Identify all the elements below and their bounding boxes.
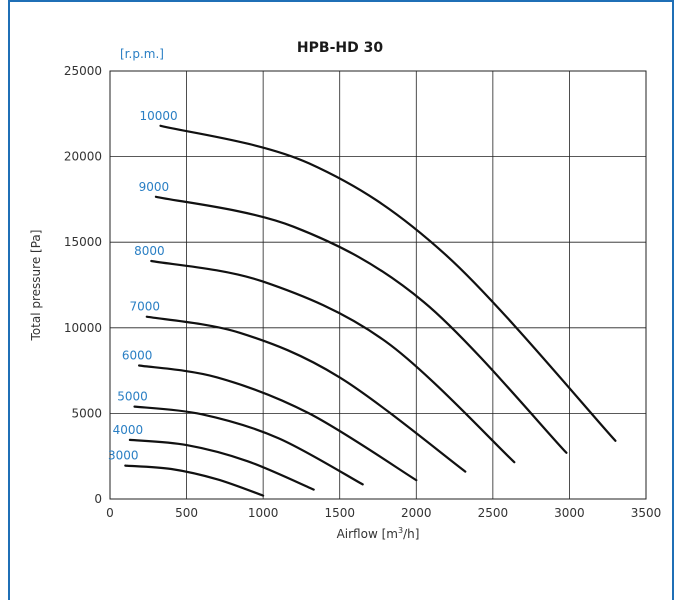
y-axis-label: Total pressure [Pa]: [29, 230, 43, 342]
x-axis-label: Airflow [m3/h]: [337, 526, 420, 541]
y-tick-label: 5000: [71, 406, 102, 420]
rpm-curve-labels: 3000 4000 5000 6000 7000 8000 9000 10000: [108, 109, 178, 463]
y-tick-label: 20000: [64, 150, 102, 164]
x-tick-label: 2000: [401, 506, 432, 520]
rpm-label-9000: 9000: [139, 180, 170, 194]
rpm-label-10000: 10000: [139, 109, 177, 123]
rpm-curve-5000: [133, 405, 364, 486]
x-axis-ticks: 0 500 1000 1500 2000 2500 3000 3500: [106, 506, 661, 520]
y-tick-label: 10000: [64, 321, 102, 335]
x-tick-label: 2500: [478, 506, 509, 520]
plot-area-border: [109, 70, 647, 500]
grid-lines: [110, 71, 646, 499]
rpm-label-8000: 8000: [134, 244, 165, 258]
y-tick-label: 0: [94, 492, 102, 506]
rpm-label-6000: 6000: [122, 348, 153, 362]
chart-title: HPB-HD 30: [297, 40, 383, 56]
rpm-unit-label: [r.p.m.]: [120, 47, 164, 61]
rpm-curve-3000: [124, 464, 265, 497]
rpm-curve-10000: [159, 124, 617, 442]
rpm-curve-7000: [145, 315, 467, 473]
rpm-curve-4000: [128, 438, 315, 491]
x-tick-label: 1500: [324, 506, 355, 520]
rpm-curve-9000: [154, 195, 568, 454]
y-tick-label: 15000: [64, 235, 102, 249]
y-axis-ticks: 0 5000 10000 15000 20000 25000: [64, 64, 102, 506]
x-tick-label: 0: [106, 506, 114, 520]
rpm-curve-6000: [138, 364, 418, 482]
rpm-curve-8000: [150, 259, 516, 464]
chart-frame: [8, 0, 674, 600]
y-tick-label: 25000: [64, 64, 102, 78]
x-tick-label: 1000: [248, 506, 279, 520]
rpm-label-3000: 3000: [108, 449, 139, 463]
rpm-label-5000: 5000: [117, 390, 148, 404]
x-tick-label: 3500: [631, 506, 662, 520]
rpm-label-4000: 4000: [113, 423, 144, 437]
rpm-curves: [124, 124, 617, 497]
x-tick-label: 3000: [554, 506, 585, 520]
x-tick-label: 500: [175, 506, 198, 520]
rpm-label-7000: 7000: [129, 300, 160, 314]
